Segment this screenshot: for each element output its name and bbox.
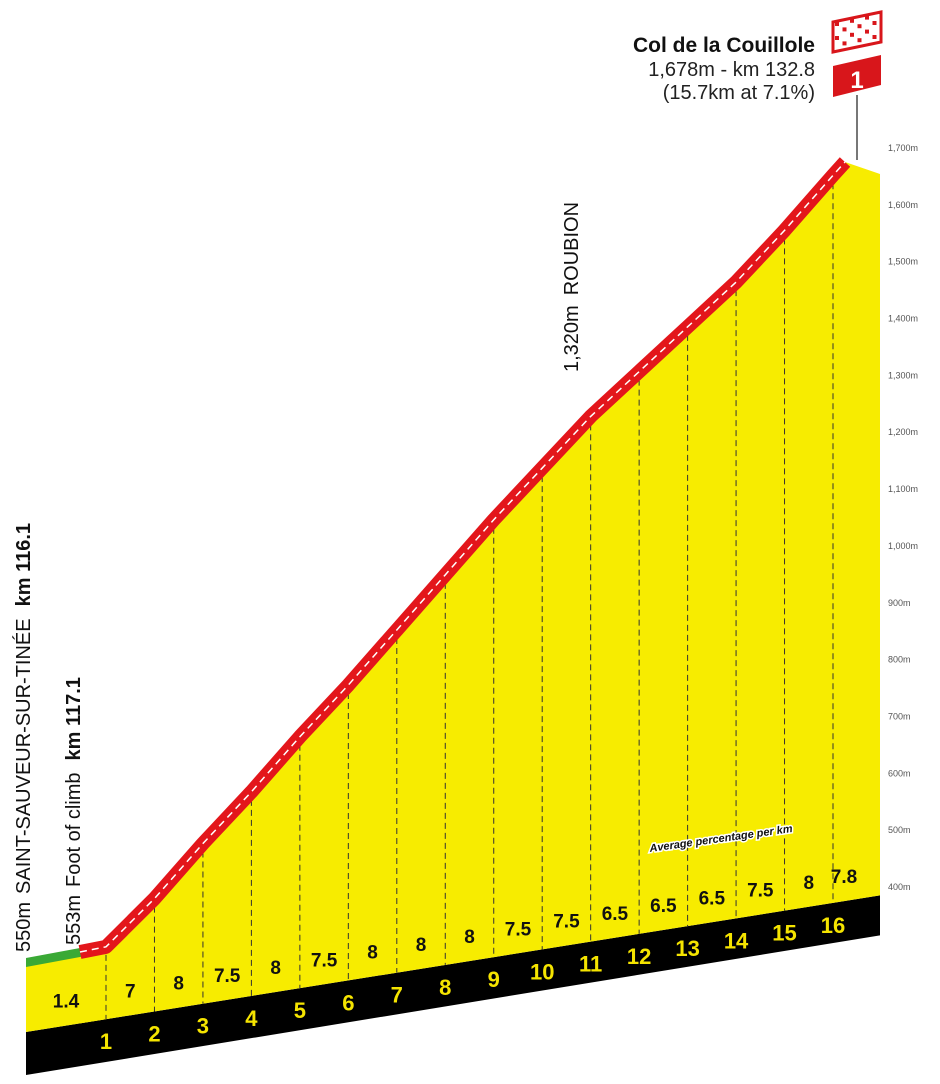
gradient-label: 7.5 — [553, 912, 580, 933]
gradient-label: 1.4 — [53, 992, 80, 1013]
gradient-label: 7.5 — [214, 966, 241, 987]
km-marker: 3 — [197, 1014, 209, 1039]
km-marker: 7 — [391, 983, 403, 1008]
flag-dot — [850, 32, 854, 37]
gradient-label: 7.5 — [747, 881, 774, 902]
y-tick-label: 1,200m — [888, 427, 918, 437]
start-label: 550mSAINT-SAUVEUR-SUR-TINÉEkm 116.1 — [12, 523, 35, 952]
y-tick-label: 900m — [888, 598, 911, 608]
base-band — [26, 895, 880, 1075]
km-marker: 16 — [821, 913, 845, 938]
gradient-label: 8 — [173, 974, 184, 995]
y-tick-label: 800m — [888, 655, 911, 665]
flag-dot — [872, 35, 877, 39]
checkered-flag-icon — [831, 10, 883, 54]
km-marker: 6 — [342, 990, 354, 1015]
y-tick-label: 1,500m — [888, 257, 918, 267]
y-tick-label: 1,300m — [888, 370, 918, 380]
gradient-label: 6.5 — [699, 888, 726, 909]
y-tick-label: 400m — [888, 882, 911, 892]
y-tick-label: 1,600m — [888, 200, 918, 210]
gradient-label: 8 — [270, 958, 281, 979]
flag-dot — [865, 15, 869, 20]
flag-dot — [865, 29, 869, 34]
km-marker: 2 — [148, 1021, 160, 1046]
km-marker: 8 — [439, 975, 451, 1000]
y-tick-label: 1,400m — [888, 314, 918, 324]
km-marker: 4 — [245, 1006, 258, 1031]
gradient-label: 8 — [803, 873, 814, 894]
road-centerline — [79, 161, 846, 953]
gradient-label: 7.5 — [311, 950, 338, 971]
km-marker: 13 — [675, 936, 699, 961]
gradient-label: 7.5 — [505, 919, 532, 940]
gradient-label: 8 — [464, 927, 475, 948]
flag-dot — [842, 41, 847, 46]
summit-elevation-km: 1,678m - km 132.8 — [648, 59, 815, 81]
flag-dot — [857, 38, 862, 43]
flag-dot — [872, 21, 877, 25]
climb-summary: (15.7km at 7.1%) — [663, 82, 815, 104]
roubion-label: 1,320mROUBION — [561, 202, 583, 372]
kom-category-badge — [833, 55, 881, 97]
gradient-label: 7 — [125, 981, 136, 1002]
km-marker: 9 — [488, 967, 500, 992]
flag-dot — [835, 22, 839, 26]
km-marker: 10 — [530, 959, 554, 984]
gradient-label: 6.5 — [650, 896, 677, 917]
y-tick-label: 1,100m — [888, 484, 918, 494]
gradient-label: 7.8 — [831, 867, 857, 888]
km-marker: 11 — [579, 952, 602, 977]
profile-fill — [80, 162, 880, 1024]
km-marker: 15 — [772, 921, 796, 946]
km-marker: 12 — [627, 944, 651, 969]
y-tick-label: 500m — [888, 825, 911, 835]
flag-dot — [842, 27, 847, 32]
gradient-label: 6.5 — [602, 904, 629, 925]
gradient-label: 8 — [416, 935, 427, 956]
y-tick-label: 1,000m — [888, 541, 918, 551]
km-marker: 5 — [294, 998, 306, 1023]
summit-title: Col de la Couillole — [633, 34, 815, 57]
flag-dot — [850, 18, 854, 23]
km-marker: 1 — [100, 1029, 112, 1054]
kom-category-number: 1 — [850, 67, 863, 94]
flag-dot — [857, 24, 862, 29]
gradient-label: 8 — [367, 943, 378, 964]
y-tick-label: 600m — [888, 768, 911, 778]
flag-dot — [835, 36, 839, 40]
flag-bg — [831, 10, 883, 54]
foot-of-climb-label: 553mFoot of climbkm 117.1 — [63, 677, 85, 945]
y-tick-label: 1,700m — [888, 143, 918, 153]
km-marker: 14 — [724, 928, 749, 953]
y-tick-label: 700m — [888, 711, 911, 721]
